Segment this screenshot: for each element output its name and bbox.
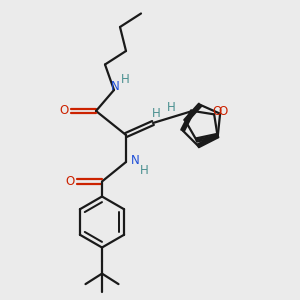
Text: O: O [212, 105, 222, 119]
Text: N: N [130, 154, 140, 167]
Text: O: O [66, 175, 75, 188]
Text: O: O [218, 105, 227, 118]
Text: H: H [167, 101, 176, 114]
Text: O: O [60, 104, 69, 118]
Text: H: H [152, 107, 161, 120]
Text: H: H [140, 164, 148, 177]
Text: H: H [121, 73, 130, 86]
Text: N: N [111, 80, 120, 94]
